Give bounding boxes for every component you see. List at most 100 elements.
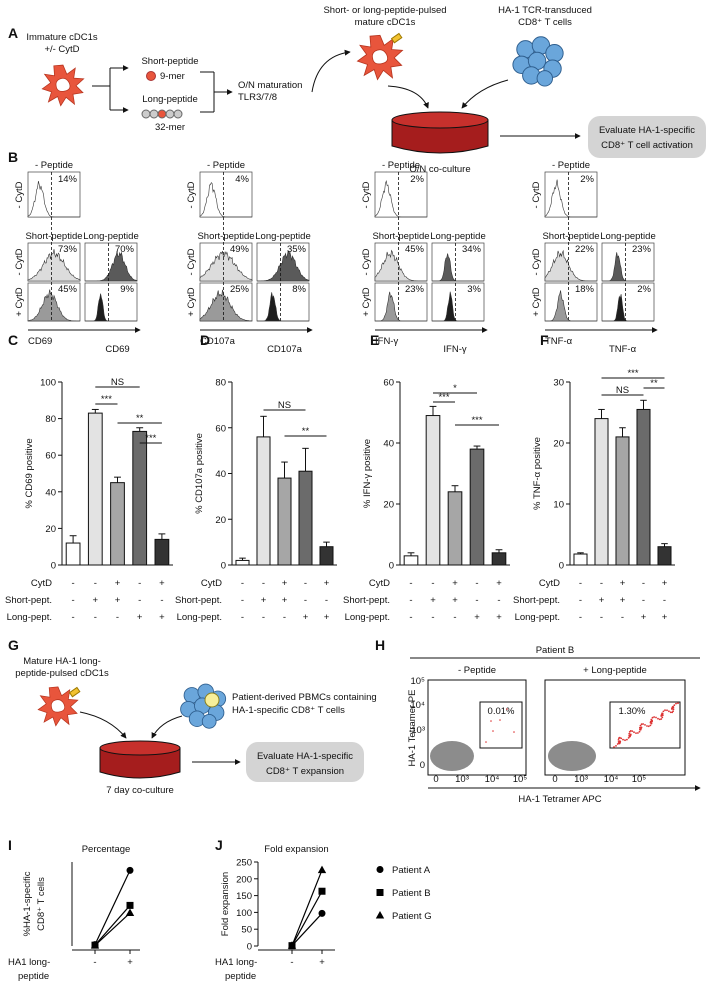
condition-value: - [72, 578, 75, 589]
condition-label: Long-pept. [7, 612, 52, 623]
percentage: 34% [462, 244, 482, 255]
tick-label: 10³ [455, 774, 469, 785]
y-tick-label: 80 [45, 414, 56, 425]
histogram [602, 294, 654, 322]
bar [573, 553, 588, 566]
tick-label: 10⁴ [410, 700, 425, 711]
arrow [387, 85, 429, 109]
peptide-icon [68, 686, 81, 698]
label: Long-peptide [430, 231, 485, 242]
data-point [317, 865, 327, 874]
condition-value: + [115, 578, 121, 589]
significance-label: *** [627, 368, 638, 379]
y-tick-label: 0 [51, 561, 56, 572]
panel-label: E [370, 332, 379, 348]
arrow [79, 711, 127, 739]
histogram [85, 293, 137, 322]
condition-value: - [579, 612, 582, 623]
legend-marker [376, 866, 384, 873]
tick-label: 0 [433, 774, 438, 785]
series-line [94, 905, 131, 946]
label: peptide-pulsed cDC1s [15, 668, 109, 679]
event-dot [639, 728, 641, 731]
label: Immature cDC1s [26, 32, 98, 43]
y-tick-label: 0 [247, 942, 252, 953]
axis-label: % CD107a positive [194, 433, 205, 514]
condition-value: + [430, 595, 436, 606]
condition-value: + [93, 595, 99, 606]
y-tick-label: 100 [236, 908, 252, 919]
event-dot [506, 708, 508, 710]
percentage: 18% [575, 284, 595, 295]
condition-value: + [496, 578, 502, 589]
label: O/N co-culture [409, 164, 470, 175]
y-tick-label: 60 [215, 423, 226, 434]
percentage: 45% [58, 284, 78, 295]
histogram [374, 180, 427, 218]
label: Patient B [536, 645, 575, 656]
condition-value: - [94, 578, 97, 589]
data-point [126, 866, 134, 874]
histogram-frame [601, 282, 655, 322]
percentage: 23% [632, 244, 652, 255]
bar [615, 436, 630, 566]
condition-label: CytD [539, 578, 560, 589]
legend-marker [376, 889, 384, 896]
event-dot [657, 717, 659, 720]
event-dot [672, 710, 674, 713]
branch-arrows [92, 65, 129, 113]
label: CD8⁺ T cell activation [601, 140, 693, 151]
significance-label: ** [302, 426, 310, 437]
event-dot [620, 737, 623, 740]
condition-value: - [642, 578, 645, 589]
row-label: - CytD [14, 181, 25, 208]
event-dot [613, 746, 615, 748]
percentage: 70% [115, 244, 135, 255]
significance-label: ** [136, 413, 144, 424]
condition-value: + [452, 595, 458, 606]
chart-title: TNF-α [609, 344, 637, 355]
histogram [374, 249, 427, 282]
event-dot [513, 731, 515, 733]
condition-value: - [475, 578, 478, 589]
axis-label: Fold expansion [220, 872, 231, 936]
tick-label: 10⁴ [485, 774, 500, 785]
event-dot [629, 730, 632, 732]
label: + Long-peptide [583, 665, 647, 676]
row-label: + CytD [14, 287, 25, 316]
condition-label: Short-pept. [513, 595, 560, 606]
event-dot [628, 734, 631, 737]
event-dot [624, 739, 626, 742]
histogram [375, 291, 427, 322]
chart-title: IFN-γ [443, 344, 466, 355]
event-dot [653, 716, 655, 718]
label: HA-1-specific CD8⁺ T cells [232, 705, 345, 716]
gate-percentage: 0.01% [488, 706, 515, 717]
event-dot [638, 730, 641, 733]
condition-label: Long-pept. [345, 612, 390, 623]
condition-value: - [409, 612, 412, 623]
histogram [257, 250, 310, 282]
y-tick-label: 50 [241, 925, 252, 936]
panel-label: H [375, 637, 385, 653]
bar [594, 418, 609, 566]
result-box [588, 116, 706, 158]
percentage: 22% [575, 244, 595, 255]
event-dot [499, 719, 501, 721]
condition-value: - [579, 578, 582, 589]
percentage: 3% [467, 284, 481, 295]
label: +/- CytD [44, 44, 79, 55]
panel-label: F [540, 332, 549, 348]
label: Short-peptide [25, 231, 82, 242]
condition-label: Long-pept. [177, 612, 222, 623]
percentage: 73% [58, 244, 78, 255]
event-dot [671, 707, 674, 710]
event-dot [639, 726, 641, 729]
event-dot [655, 716, 657, 719]
condition-value: - [453, 612, 456, 623]
bar [657, 546, 672, 566]
arrow [311, 49, 351, 93]
event-dot [650, 718, 653, 721]
histogram [544, 249, 597, 282]
condition-value: - [663, 595, 666, 606]
